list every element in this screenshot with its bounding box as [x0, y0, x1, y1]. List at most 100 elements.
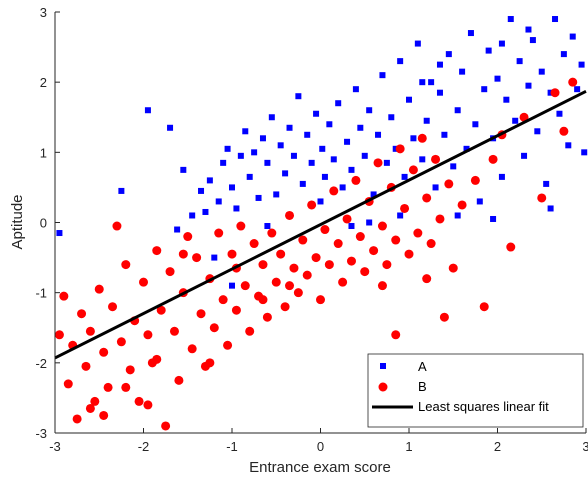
point-b-106 — [285, 281, 295, 291]
point-b-107 — [391, 330, 401, 340]
point-b-109 — [377, 281, 387, 291]
legend-marker-b — [378, 382, 388, 392]
y-tick-label-2: -1 — [35, 286, 47, 301]
point-a-101 — [264, 223, 271, 230]
point-a-58 — [419, 156, 426, 163]
point-b-91 — [470, 175, 480, 185]
point-a-67 — [459, 68, 466, 75]
point-a-35 — [319, 145, 326, 152]
point-a-64 — [445, 51, 452, 58]
point-b-102 — [178, 249, 188, 259]
point-b-50 — [276, 249, 286, 259]
point-b-85 — [431, 154, 441, 164]
point-a-103 — [366, 219, 373, 226]
point-a-7 — [198, 187, 205, 194]
point-a-3 — [167, 124, 174, 131]
point-a-56 — [410, 135, 417, 142]
point-a-32 — [308, 159, 315, 166]
point-a-53 — [397, 58, 404, 65]
point-a-41 — [344, 138, 351, 145]
point-b-93 — [488, 154, 498, 164]
point-b-90 — [457, 200, 467, 210]
point-a-85 — [538, 68, 545, 75]
point-a-27 — [286, 124, 293, 131]
y-tick-label-1: -2 — [35, 356, 47, 371]
point-a-83 — [529, 37, 536, 44]
point-a-39 — [335, 100, 342, 107]
point-b-47 — [262, 312, 272, 322]
point-b-105 — [258, 295, 268, 305]
point-a-1 — [118, 187, 125, 194]
point-b-84 — [426, 239, 436, 249]
legend-box — [367, 353, 584, 428]
point-b-26 — [169, 326, 179, 336]
point-b-11 — [103, 382, 113, 392]
point-b-86 — [435, 214, 445, 224]
point-a-23 — [268, 114, 275, 121]
point-b-77 — [395, 144, 405, 154]
point-b-19 — [139, 277, 148, 287]
point-b-80 — [408, 165, 418, 175]
point-b-74 — [382, 260, 392, 270]
point-a-42 — [348, 166, 355, 173]
point-b-76 — [391, 235, 401, 245]
point-a-36 — [321, 173, 328, 180]
x-axis-label: Entrance exam score — [249, 459, 391, 476]
point-a-25 — [277, 142, 284, 149]
point-a-8 — [202, 208, 209, 215]
point-b-8 — [90, 396, 100, 406]
point-b-65 — [342, 214, 352, 224]
point-a-104 — [419, 79, 426, 86]
point-b-62 — [329, 186, 339, 196]
point-a-72 — [481, 86, 488, 93]
point-b-51 — [280, 302, 290, 312]
point-b-68 — [355, 232, 365, 242]
point-a-75 — [494, 75, 501, 82]
legend-label-b: B — [418, 379, 427, 394]
point-a-0 — [56, 230, 63, 237]
point-a-95 — [581, 149, 588, 156]
point-a-97 — [490, 215, 497, 222]
point-a-71 — [476, 198, 483, 205]
point-b-35 — [209, 323, 219, 333]
point-b-7 — [85, 326, 95, 336]
point-a-21 — [259, 135, 266, 142]
point-b-103 — [205, 358, 215, 368]
point-b-13 — [112, 221, 122, 231]
point-a-13 — [224, 145, 231, 152]
point-a-54 — [401, 173, 408, 180]
point-b-96 — [519, 112, 529, 122]
point-b-0 — [54, 330, 64, 340]
point-b-38 — [223, 340, 233, 350]
point-a-50 — [383, 159, 390, 166]
point-a-18 — [246, 173, 253, 180]
point-a-102 — [229, 282, 235, 289]
series-layer — [54, 16, 588, 431]
point-a-86 — [543, 180, 550, 187]
point-a-59 — [423, 117, 430, 124]
point-a-92 — [569, 33, 576, 40]
point-a-2 — [144, 107, 151, 114]
point-a-24 — [273, 191, 280, 198]
point-b-29 — [183, 232, 193, 242]
point-b-37 — [218, 295, 228, 305]
point-a-70 — [472, 121, 479, 128]
point-a-77 — [503, 96, 510, 103]
point-a-91 — [565, 142, 572, 149]
point-a-90 — [560, 51, 567, 58]
point-a-44 — [357, 124, 364, 131]
point-b-98 — [550, 88, 560, 98]
y-tick-label-0: -3 — [35, 426, 47, 441]
point-a-28 — [290, 152, 297, 159]
point-a-88 — [552, 16, 559, 23]
point-a-40 — [339, 184, 346, 191]
point-a-15 — [233, 205, 240, 212]
point-a-96 — [454, 212, 461, 219]
point-b-97 — [537, 193, 547, 203]
point-b-81 — [413, 228, 423, 238]
point-a-29 — [295, 93, 302, 100]
point-b-2 — [63, 379, 73, 389]
legend: A B Least squares linear fit — [367, 353, 584, 428]
point-b-59 — [316, 295, 325, 305]
point-a-65 — [450, 163, 457, 170]
